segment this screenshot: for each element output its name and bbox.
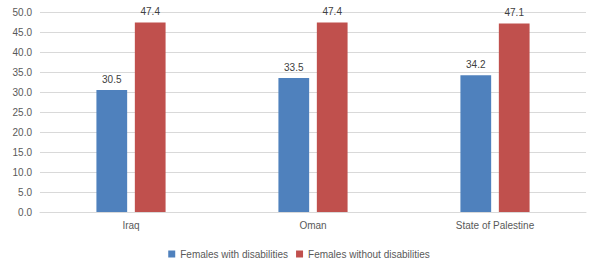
svg-text:30.5: 30.5: [102, 74, 122, 85]
svg-text:15.0: 15.0: [13, 147, 33, 158]
svg-text:Iraq: Iraq: [122, 220, 139, 231]
svg-text:47.4: 47.4: [322, 6, 342, 17]
svg-text:20.0: 20.0: [13, 127, 33, 138]
svg-text:Females with disabilities: Females with disabilities: [180, 249, 288, 260]
svg-text:State of Palestine: State of Palestine: [456, 220, 535, 231]
svg-text:47.1: 47.1: [504, 7, 524, 18]
svg-text:Oman: Oman: [299, 220, 326, 231]
svg-text:5.0: 5.0: [18, 187, 32, 198]
svg-text:30.0: 30.0: [13, 87, 33, 98]
svg-text:Females without disabilities: Females without disabilities: [308, 249, 430, 260]
svg-text:47.4: 47.4: [140, 6, 160, 17]
svg-text:35.0: 35.0: [13, 67, 33, 78]
svg-text:50.0: 50.0: [13, 7, 33, 18]
svg-text:10.0: 10.0: [13, 167, 33, 178]
svg-text:0.0: 0.0: [18, 207, 32, 218]
svg-text:40.0: 40.0: [13, 47, 33, 58]
svg-text:33.5: 33.5: [284, 62, 304, 73]
svg-text:25.0: 25.0: [13, 107, 33, 118]
svg-text:45.0: 45.0: [13, 27, 33, 38]
svg-text:34.2: 34.2: [466, 59, 486, 70]
